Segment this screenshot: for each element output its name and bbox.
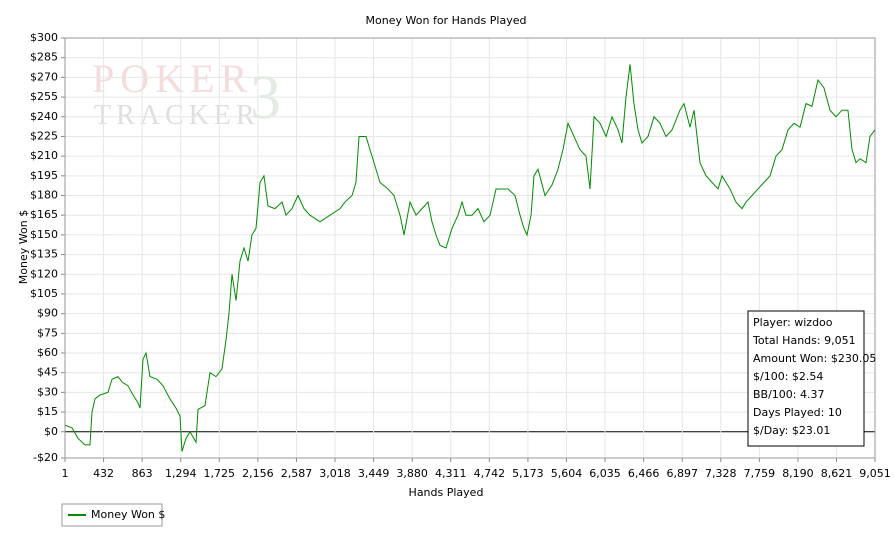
- x-tick-label: 3,449: [358, 467, 390, 480]
- x-tick-label: 6,035: [589, 467, 621, 480]
- info-text: $/Day: $23.01: [753, 424, 830, 437]
- y-tick-label: $30: [37, 385, 58, 398]
- x-tick-label: 8,190: [782, 467, 814, 480]
- y-tick-label: -$20: [33, 451, 58, 464]
- y-tick-label: $90: [37, 307, 58, 320]
- y-tick-label: $270: [30, 70, 58, 83]
- x-tick-label: 2,587: [281, 467, 313, 480]
- x-tick-label: 1: [62, 467, 69, 480]
- y-tick-label: $255: [30, 90, 58, 103]
- y-tick-label: $0: [44, 425, 58, 438]
- x-tick-label: 8,621: [821, 467, 853, 480]
- y-tick-label: $285: [30, 51, 58, 64]
- x-tick-label: 4,311: [435, 467, 467, 480]
- watermark-text: POKER: [92, 56, 253, 101]
- y-tick-label: $240: [30, 110, 58, 123]
- x-axis-title: Hands Played: [409, 486, 484, 499]
- x-tick-label: 7,328: [705, 467, 737, 480]
- watermark-text: 3: [250, 64, 281, 132]
- watermark: POKER TRACKER 3: [92, 56, 281, 132]
- x-tick-label: 7,759: [744, 467, 776, 480]
- info-text: Total Hands: 9,051: [752, 334, 856, 347]
- info-text: $/100: $2.54: [753, 370, 823, 383]
- y-tick-label: $120: [30, 267, 58, 280]
- y-tick-label: $60: [37, 346, 58, 359]
- y-tick-label: $105: [30, 287, 58, 300]
- info-text: BB/100: 4.37: [753, 388, 825, 401]
- x-tick-label: 6,897: [666, 467, 698, 480]
- x-tick-label: 9,051: [859, 467, 891, 480]
- x-tick-label: 5,173: [512, 467, 544, 480]
- y-tick-label: $300: [30, 31, 58, 44]
- chart-title: Money Won for Hands Played: [366, 14, 527, 27]
- y-tick-label: $165: [30, 208, 58, 221]
- x-tick-label: 4,742: [474, 467, 506, 480]
- y-tick-label: $75: [37, 326, 58, 339]
- y-tick-label: $15: [37, 405, 58, 418]
- y-tick-label: $135: [30, 248, 58, 261]
- info-box: [747, 310, 865, 447]
- info-text: Days Played: 10: [753, 406, 842, 419]
- y-tick-label: $195: [30, 169, 58, 182]
- watermark-text: TRACKER: [94, 100, 260, 131]
- x-tick-label: 3,880: [396, 467, 428, 480]
- data-line: [64, 64, 876, 452]
- y-tick-label: $210: [30, 149, 58, 162]
- info-text: Amount Won: $230.05: [753, 352, 876, 365]
- y-tick-label: $45: [37, 366, 58, 379]
- x-tick-label: 1,294: [165, 467, 197, 480]
- y-tick-label: $225: [30, 129, 58, 142]
- x-tick-label: 5,604: [551, 467, 583, 480]
- x-tick-label: 6,466: [628, 467, 660, 480]
- x-tick-label: 432: [93, 467, 114, 480]
- x-tick-label: 863: [132, 467, 153, 480]
- x-tick-label: 2,156: [242, 467, 274, 480]
- y-axis-title: Money Won $: [17, 210, 30, 284]
- y-tick-label: $150: [30, 228, 58, 241]
- legend-box: [61, 503, 163, 527]
- y-tick-label: $180: [30, 189, 58, 202]
- plot-frame: [64, 37, 876, 459]
- info-text: Player: wizdoo: [753, 316, 833, 329]
- legend-label: Money Won $: [91, 508, 165, 521]
- x-tick-label: 1,725: [204, 467, 236, 480]
- x-tick-label: 3,018: [319, 467, 351, 480]
